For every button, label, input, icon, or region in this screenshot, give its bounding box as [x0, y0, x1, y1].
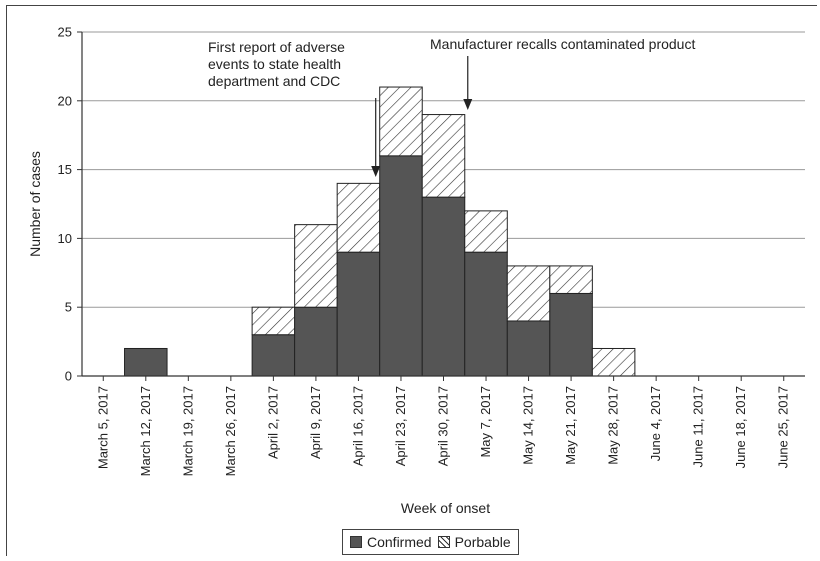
bar-probable: [549, 265, 593, 294]
bar-confirmed: [421, 196, 466, 377]
bar-probable: [336, 182, 381, 253]
legend-label-probable: Porbable: [454, 534, 511, 550]
annotation-recall-line: Manufacturer recalls contaminated produc…: [430, 36, 695, 52]
x-tick-label: June 4, 2017: [648, 386, 663, 461]
x-tick-label: April 2, 2017: [265, 386, 280, 459]
legend-item-confirmed: Confirmed: [350, 534, 432, 550]
y-tick-label: 25: [58, 25, 72, 40]
bar-confirmed: [464, 251, 508, 377]
y-axis-title: Number of cases: [27, 151, 43, 257]
x-tick-label: May 28, 2017: [606, 386, 621, 465]
confirmed-swatch: [350, 536, 362, 548]
annotation-first-report-line: department and CDC: [208, 73, 340, 89]
bar-probable: [294, 224, 338, 308]
x-tick-label: May 14, 2017: [521, 386, 536, 465]
bar-confirmed: [294, 306, 338, 377]
annotation-first-report-line: First report of adverse: [208, 39, 345, 55]
y-tick-label: 20: [58, 93, 72, 108]
bar-confirmed: [251, 334, 296, 377]
bar-probable: [464, 210, 508, 253]
legend: Confirmed Porbable: [342, 529, 519, 555]
x-tick-label: June 25, 2017: [776, 386, 791, 468]
x-tick-label: March 12, 2017: [138, 386, 153, 476]
tick-labels: 0 5 10 15 20 25 March 5, 2017 March 12, 2017 Mar…: [58, 25, 791, 477]
bars: [124, 86, 636, 377]
y-tick-label: 15: [58, 162, 72, 177]
bar-confirmed: [379, 155, 423, 377]
bar-confirmed: [336, 251, 381, 377]
x-tick-label: March 19, 2017: [180, 386, 195, 476]
bar-probable: [591, 347, 636, 377]
x-tick-label: April 16, 2017: [350, 386, 365, 466]
arrowhead-icon: [463, 99, 473, 110]
axes: [77, 31, 805, 381]
x-tick-label: May 7, 2017: [478, 386, 493, 458]
x-axis-title: Week of onset: [401, 500, 490, 516]
bar-probable: [251, 306, 296, 336]
y-tick-label: 0: [65, 369, 72, 384]
bar-probable: [421, 114, 466, 198]
arrowhead-icon: [371, 166, 381, 177]
legend-label-confirmed: Confirmed: [367, 534, 432, 550]
x-tick-label: April 30, 2017: [436, 386, 451, 466]
bar-confirmed: [124, 347, 168, 377]
x-tick-label: March 5, 2017: [95, 386, 110, 469]
x-tick-label: May 21, 2017: [563, 386, 578, 465]
x-tick-label: April 9, 2017: [308, 386, 323, 459]
x-tick-label: March 26, 2017: [223, 386, 238, 476]
bar-confirmed: [549, 292, 593, 377]
probable-swatch: [437, 536, 450, 548]
bar-probable: [379, 86, 423, 157]
y-tick-label: 10: [58, 231, 72, 246]
x-tick-label: June 11, 2017: [691, 386, 706, 467]
y-tick-label: 5: [65, 300, 72, 315]
x-tick-label: June 18, 2017: [733, 386, 748, 468]
legend-item-probable: Porbable: [437, 534, 511, 550]
chart-frame: [6, 5, 817, 556]
x-tick-label: April 23, 2017: [393, 386, 408, 466]
bar-confirmed: [506, 320, 551, 377]
bar-probable: [506, 265, 551, 322]
annotation-first-report-line: events to state health: [208, 56, 341, 72]
